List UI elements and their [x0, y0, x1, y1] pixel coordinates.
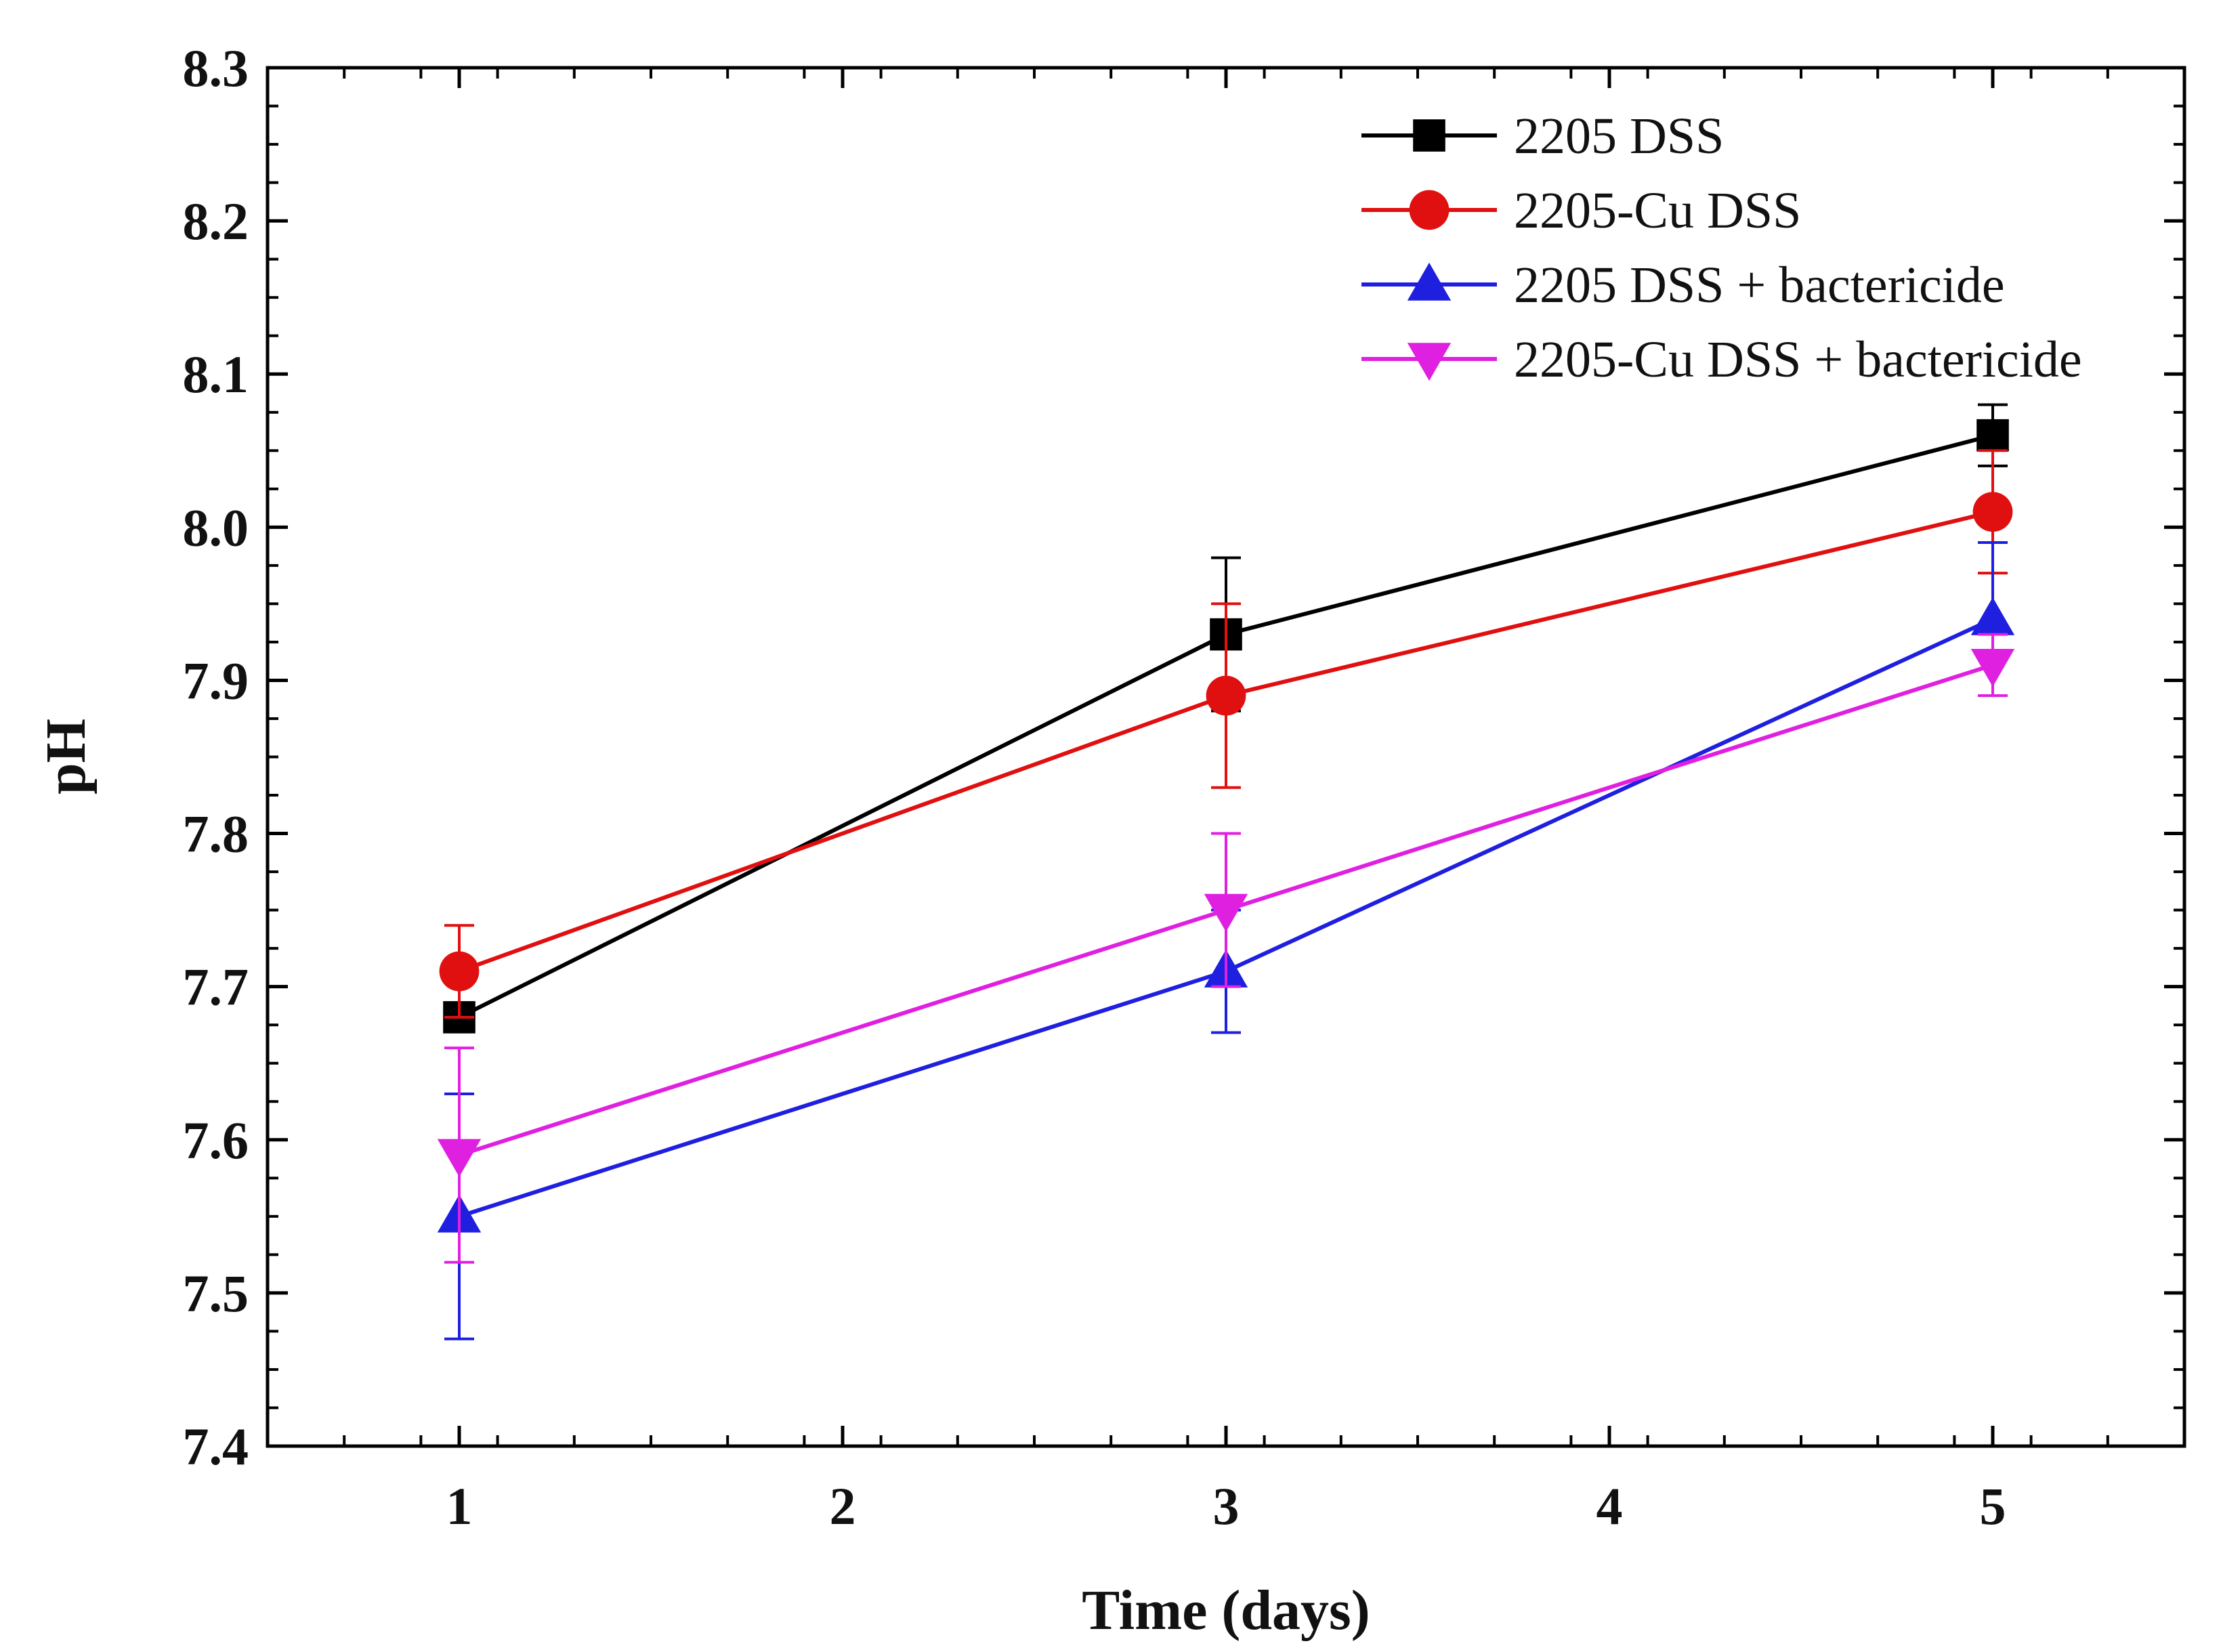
y-tick-label: 7.5 — [183, 1264, 249, 1323]
data-point — [1970, 649, 2015, 687]
x-axis-title: Time (days) — [1082, 1579, 1370, 1642]
legend-item-2: 2205-Cu DSS — [1361, 182, 1801, 239]
data-point — [439, 951, 480, 992]
y-tick-label: 8.2 — [183, 192, 249, 251]
data-point — [1972, 492, 2013, 532]
legend-marker — [1407, 343, 1452, 381]
x-tick-label: 2 — [830, 1477, 856, 1535]
legend-item-3: 2205 DSS + bactericide — [1361, 257, 2005, 314]
x-tick-label: 3 — [1213, 1477, 1240, 1535]
legend-marker — [1407, 262, 1452, 301]
series-4 — [437, 633, 2015, 1264]
y-tick-label: 8.3 — [183, 39, 249, 98]
x-tick-label: 5 — [1980, 1477, 2006, 1535]
legend-label: 2205-Cu DSS — [1514, 182, 1801, 239]
legend-label: 2205 DSS + bactericide — [1514, 257, 2005, 314]
data-point — [437, 1139, 482, 1177]
legend-marker — [1413, 119, 1445, 152]
legend-item-4: 2205-Cu DSS + bactericide — [1361, 331, 2082, 388]
data-point — [1206, 675, 1246, 716]
legend-label: 2205 DSS — [1514, 108, 1724, 165]
data-point — [1976, 419, 2009, 452]
x-tick-label: 4 — [1596, 1477, 1623, 1535]
y-tick-label: 7.8 — [183, 805, 249, 864]
x-tick-label: 1 — [446, 1477, 473, 1535]
legend-item-1: 2205 DSS — [1361, 108, 1724, 165]
y-tick-label: 8.1 — [183, 345, 249, 404]
y-tick-label: 7.4 — [183, 1417, 249, 1476]
data-point — [1970, 597, 2015, 635]
legend-marker — [1409, 190, 1450, 230]
y-tick-label: 7.6 — [183, 1111, 249, 1170]
series-2 — [439, 449, 2013, 1019]
axis-ticks: 7.4 7.5 7.6 7.7 7.8 7.9 8.0 8.1 8.2 8.3 1 2 3 4 5 — [183, 39, 2184, 1535]
y-tick-label: 7.9 — [183, 651, 249, 710]
y-tick-label: 7.7 — [183, 958, 249, 1017]
series-layer — [437, 403, 2015, 1340]
data-point — [1204, 893, 1248, 932]
legend: 2205 DSS 2205-Cu DSS 2205 DSS + bactericid… — [1361, 108, 2082, 388]
y-axis-title: pH — [35, 719, 98, 795]
legend-label: 2205-Cu DSS + bactericide — [1514, 331, 2082, 388]
y-tick-label: 8.0 — [183, 498, 249, 557]
